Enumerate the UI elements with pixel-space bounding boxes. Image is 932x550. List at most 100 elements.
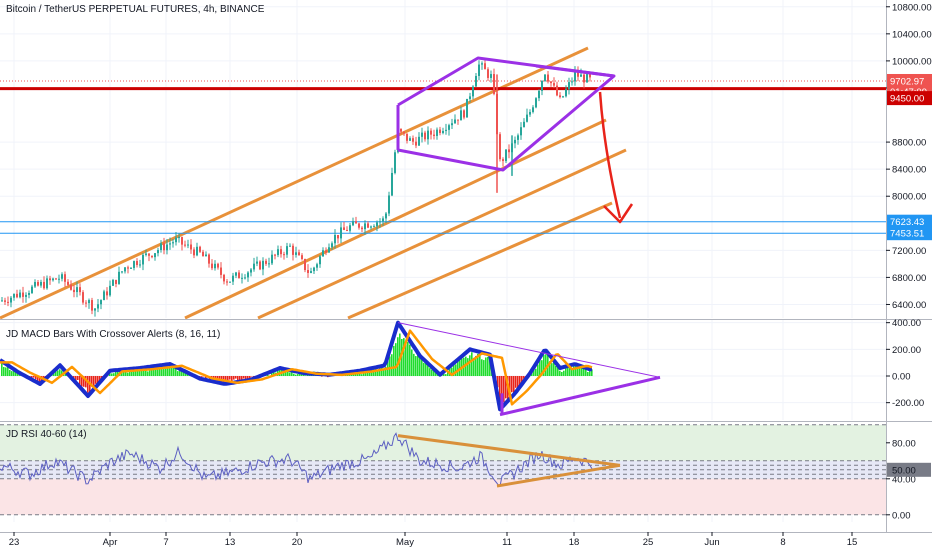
candle-body: [139, 264, 141, 266]
time-axis-label: 13: [225, 537, 236, 548]
candle-body: [136, 261, 138, 265]
price-axis-label: 7200.00: [892, 246, 926, 257]
candle-body: [451, 123, 453, 126]
price-pane[interactable]: [0, 0, 886, 320]
candle-body: [433, 134, 435, 136]
time-axis-label: 8: [780, 537, 785, 548]
macd-histogram-bar: [39, 376, 41, 384]
macd-histogram-bar: [57, 370, 59, 376]
macd-histogram-bar: [147, 371, 149, 376]
macd-histogram-bar: [397, 337, 399, 376]
macd-histogram-bar: [523, 376, 525, 379]
candle-body: [544, 74, 546, 81]
macd-histogram-bar: [361, 374, 363, 376]
macd-histogram-bar: [577, 368, 579, 376]
macd-histogram-bar: [515, 376, 517, 388]
candle-body: [286, 246, 288, 255]
macd-histogram-bar: [511, 376, 513, 393]
candle-body: [25, 294, 27, 297]
macd-histogram-bar: [499, 376, 501, 401]
macd-histogram-bar: [111, 373, 113, 376]
macd-histogram-bar: [35, 376, 37, 380]
candle-body: [256, 261, 258, 264]
price-axis-label: 8800.00: [892, 138, 926, 149]
macd-histogram-bar: [467, 358, 469, 376]
candle-body: [118, 271, 120, 284]
candle-body: [121, 271, 123, 273]
rsi-pane[interactable]: [0, 421, 932, 523]
candle-body: [73, 289, 75, 293]
macd-histogram-bar: [535, 368, 537, 376]
rsi-line: [0, 432, 593, 488]
macd-histogram-bar: [411, 349, 413, 376]
macd-histogram-bar: [77, 376, 79, 380]
price-axis-label: 8000.00: [892, 192, 926, 203]
macd-line: [0, 320, 592, 412]
candle-body: [508, 149, 510, 153]
time-axis-label: 18: [569, 537, 580, 548]
price-marker: [887, 214, 932, 229]
macd-histogram-bar: [559, 370, 561, 376]
macd-histogram-bar: [291, 370, 293, 376]
candle-body: [418, 136, 420, 146]
macd-pane[interactable]: [0, 319, 932, 421]
macd-histogram-bar: [567, 366, 569, 376]
candle-body: [4, 300, 6, 302]
macd-histogram-bar: [91, 376, 93, 387]
macd-histogram-bar: [517, 376, 519, 391]
candle-body: [49, 278, 51, 281]
macd-histogram-bar: [75, 376, 77, 383]
macd-histogram-bar: [485, 357, 487, 376]
macd-histogram-bar: [581, 366, 583, 376]
candle-body: [280, 249, 282, 255]
macd-histogram-bar: [267, 374, 269, 376]
candle-body: [394, 152, 396, 173]
macd-histogram-bar: [59, 369, 61, 376]
macd-histogram-bar: [551, 363, 553, 376]
macd-axis-label: 200.00: [892, 345, 921, 356]
candle-body: [547, 74, 549, 82]
rsi-trendline-upper: [397, 434, 621, 467]
macd-histogram-bar: [405, 341, 407, 376]
macd-histogram-bar: [81, 376, 83, 387]
macd-histogram-bar: [419, 356, 421, 376]
candle-body: [409, 138, 411, 141]
macd-histogram-bar: [351, 374, 353, 376]
candle-body: [553, 83, 555, 86]
macd-histogram-bar: [321, 376, 323, 377]
candle-body: [514, 139, 516, 144]
macd-histogram-bar: [367, 371, 369, 376]
candle-body: [169, 243, 171, 245]
macd-histogram-bar: [171, 365, 173, 376]
macd-histogram-bar: [145, 367, 147, 376]
candle-body: [310, 271, 312, 273]
macd-histogram-bar: [271, 371, 273, 376]
macd-histogram-bar: [549, 361, 551, 376]
candle-body: [148, 253, 150, 256]
candle-body: [88, 300, 90, 304]
macd-histogram-bar: [55, 369, 57, 376]
macd-histogram-bar: [455, 364, 457, 376]
candle-body: [13, 293, 15, 298]
macd-histogram-bar: [541, 360, 543, 376]
candle-body: [361, 227, 363, 230]
macd-histogram-bar: [165, 368, 167, 376]
candle-body: [523, 121, 525, 128]
candle-body: [301, 255, 303, 259]
candle-body: [157, 250, 159, 254]
candle-body: [541, 80, 543, 91]
candle-body: [199, 246, 201, 252]
macd-histogram-bar: [537, 364, 539, 376]
candle-body: [52, 278, 54, 281]
candle-body: [100, 300, 102, 305]
candle-body: [211, 263, 213, 269]
macd-histogram-bar: [391, 354, 393, 376]
macd-histogram-bar: [587, 371, 589, 376]
candle-body: [457, 119, 459, 121]
candle-body: [313, 267, 315, 272]
candle-body: [538, 90, 540, 99]
macd-histogram-bar: [539, 359, 541, 376]
macd-histogram-bar: [563, 370, 565, 376]
